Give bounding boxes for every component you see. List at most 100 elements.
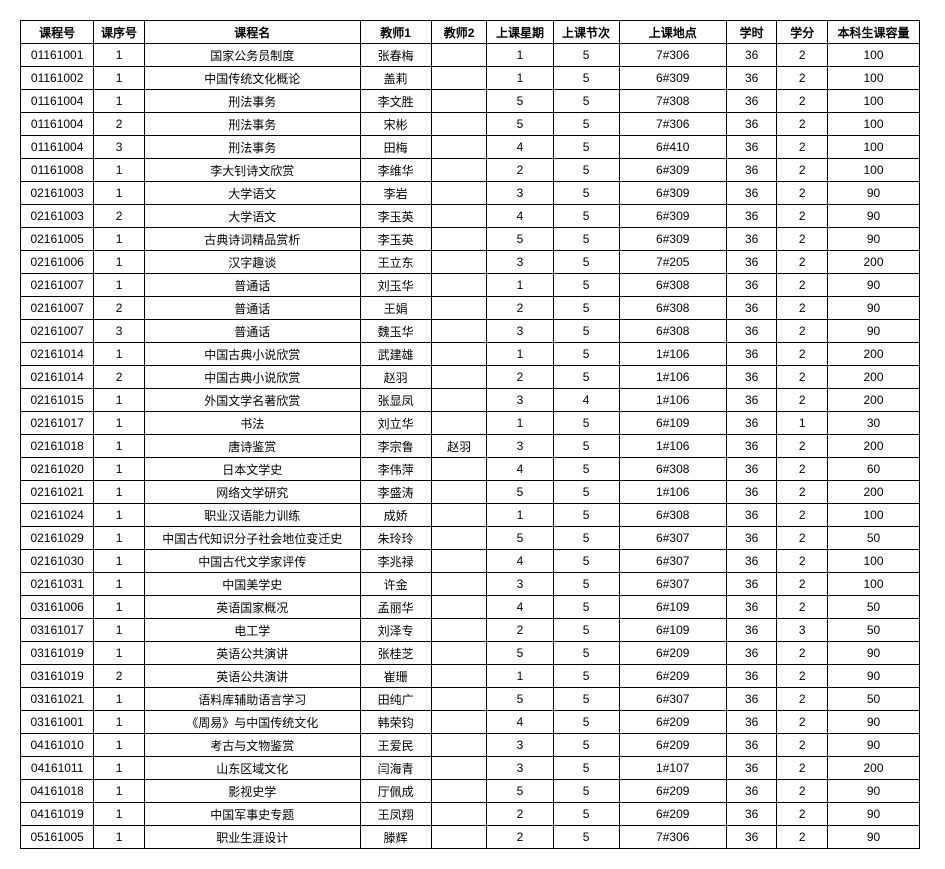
table-cell: 1: [94, 803, 145, 826]
table-cell: 3: [487, 182, 553, 205]
table-cell: 02161031: [21, 573, 94, 596]
table-cell: 1: [94, 228, 145, 251]
table-cell: 200: [828, 343, 920, 366]
table-body: 011610011国家公务员制度张春梅157#30636210001161002…: [21, 44, 920, 849]
table-cell: 英语国家概况: [144, 596, 360, 619]
table-cell: 6#309: [619, 228, 726, 251]
table-cell: 04161019: [21, 803, 94, 826]
table-cell: 6#307: [619, 688, 726, 711]
table-cell: 36: [726, 274, 777, 297]
table-cell: 许金: [360, 573, 431, 596]
table-cell: 01161004: [21, 136, 94, 159]
table-cell: 50: [828, 688, 920, 711]
table-cell: 闫海青: [360, 757, 431, 780]
table-cell: [431, 596, 487, 619]
table-cell: 网络文学研究: [144, 481, 360, 504]
table-cell: 02161018: [21, 435, 94, 458]
table-cell: 2: [487, 366, 553, 389]
table-cell: 7#306: [619, 113, 726, 136]
table-cell: [431, 619, 487, 642]
table-cell: 1#106: [619, 366, 726, 389]
table-cell: 1: [94, 642, 145, 665]
table-row: 041610111山东区域文化闫海青351#107362200: [21, 757, 920, 780]
table-cell: 3: [94, 136, 145, 159]
table-cell: 200: [828, 757, 920, 780]
table-cell: 2: [777, 320, 828, 343]
table-cell: 90: [828, 274, 920, 297]
table-cell: 5: [487, 780, 553, 803]
table-cell: [431, 826, 487, 849]
table-cell: 5: [553, 136, 619, 159]
table-cell: 36: [726, 481, 777, 504]
table-cell: 100: [828, 44, 920, 67]
table-cell: 2: [487, 297, 553, 320]
table-cell: 5: [553, 90, 619, 113]
table-cell: 2: [777, 159, 828, 182]
table-cell: 30: [828, 412, 920, 435]
table-cell: 1: [94, 90, 145, 113]
table-cell: 02161020: [21, 458, 94, 481]
table-cell: 1: [94, 159, 145, 182]
table-cell: 考古与文物鉴赏: [144, 734, 360, 757]
table-cell: 100: [828, 136, 920, 159]
table-cell: 5: [487, 688, 553, 711]
table-cell: 李伟萍: [360, 458, 431, 481]
table-cell: 1: [94, 412, 145, 435]
table-row: 031610191英语公共演讲张桂芝556#20936290: [21, 642, 920, 665]
table-cell: 36: [726, 67, 777, 90]
table-cell: 36: [726, 435, 777, 458]
table-cell: 02161030: [21, 550, 94, 573]
table-cell: 2: [777, 113, 828, 136]
table-cell: 3: [777, 619, 828, 642]
table-cell: 李盛涛: [360, 481, 431, 504]
table-cell: 李岩: [360, 182, 431, 205]
table-cell: 1: [94, 251, 145, 274]
table-cell: 6#309: [619, 205, 726, 228]
table-cell: 影视史学: [144, 780, 360, 803]
table-row: 021610211网络文学研究李盛涛551#106362200: [21, 481, 920, 504]
table-cell: [431, 343, 487, 366]
table-cell: 王爱民: [360, 734, 431, 757]
table-row: 021610241职业汉语能力训练成娇156#308362100: [21, 504, 920, 527]
table-cell: 成娇: [360, 504, 431, 527]
table-cell: 赵羽: [431, 435, 487, 458]
table-cell: 01161004: [21, 90, 94, 113]
table-cell: 90: [828, 803, 920, 826]
table-cell: 王娟: [360, 297, 431, 320]
table-cell: 1#106: [619, 389, 726, 412]
table-cell: 1: [94, 596, 145, 619]
table-cell: 36: [726, 734, 777, 757]
table-cell: 2: [777, 688, 828, 711]
table-cell: 100: [828, 573, 920, 596]
table-cell: [431, 297, 487, 320]
table-cell: 1: [94, 481, 145, 504]
table-row: 021610072普通话王娟256#30836290: [21, 297, 920, 320]
col-header-teacher2: 教师2: [431, 21, 487, 44]
table-cell: 2: [777, 205, 828, 228]
table-cell: 5: [553, 343, 619, 366]
table-cell: 1: [94, 435, 145, 458]
table-cell: 05161005: [21, 826, 94, 849]
table-cell: 1: [94, 573, 145, 596]
col-header-weekday: 上课星期: [487, 21, 553, 44]
table-cell: 6#209: [619, 803, 726, 826]
table-cell: 36: [726, 113, 777, 136]
table-cell: 5: [553, 711, 619, 734]
table-cell: 外国文学名著欣赏: [144, 389, 360, 412]
table-cell: 盖莉: [360, 67, 431, 90]
table-cell: 山东区域文化: [144, 757, 360, 780]
table-cell: 1: [94, 504, 145, 527]
table-cell: 1: [487, 343, 553, 366]
table-cell: 1: [94, 389, 145, 412]
table-cell: 1: [487, 274, 553, 297]
table-row: 021610141中国古典小说欣赏武建雄151#106362200: [21, 343, 920, 366]
table-cell: [431, 44, 487, 67]
table-cell: 孟丽华: [360, 596, 431, 619]
table-cell: 2: [777, 550, 828, 573]
table-cell: 大学语文: [144, 205, 360, 228]
table-cell: 2: [94, 366, 145, 389]
table-cell: 6#309: [619, 67, 726, 90]
table-cell: 90: [828, 642, 920, 665]
col-header-hours: 学时: [726, 21, 777, 44]
table-cell: 90: [828, 228, 920, 251]
